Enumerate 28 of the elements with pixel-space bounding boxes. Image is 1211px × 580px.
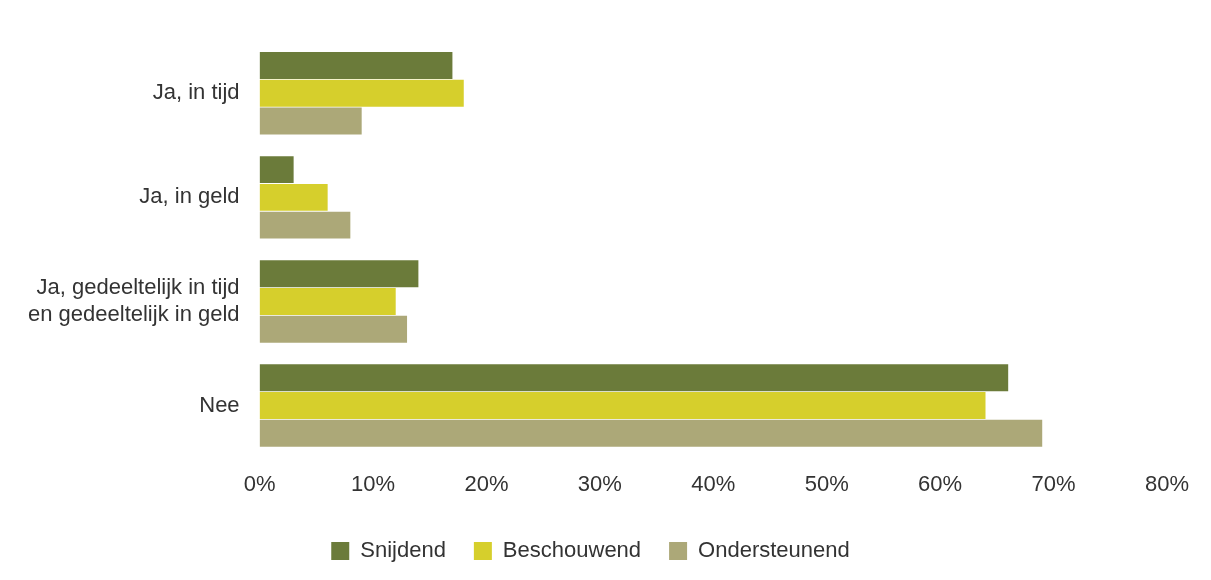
bar	[259, 315, 408, 343]
x-tick-label: 40%	[691, 470, 736, 496]
x-tick-label: 30%	[577, 470, 622, 496]
x-tick-label: 0%	[243, 470, 276, 496]
x-tick-label: 10%	[351, 470, 396, 496]
y-tick-label: Ja, in geld	[139, 183, 240, 209]
bar	[259, 364, 1009, 392]
bar	[259, 211, 351, 239]
legend-label: Snijdend	[360, 537, 446, 563]
y-tick-label: Ja, in tijd	[152, 79, 240, 105]
bar	[259, 52, 453, 79]
y-tick-label: Ja, gedeeltelijk in tijd en gedeeltelijk in geld	[27, 274, 240, 326]
x-tick-label: 50%	[804, 470, 849, 496]
bar	[259, 79, 464, 107]
bar	[259, 419, 1043, 447]
bar	[259, 392, 986, 420]
bar	[259, 287, 396, 315]
y-tick-label: Nee	[199, 391, 240, 417]
legend-label: Beschouwend	[502, 537, 642, 563]
bar	[259, 183, 328, 211]
x-tick-label: 20%	[464, 470, 509, 496]
legend-label: Ondersteunend	[698, 537, 850, 563]
x-tick-label: 60%	[918, 470, 963, 496]
bar	[259, 260, 419, 288]
bar	[259, 156, 294, 184]
x-tick-label: 70%	[1031, 470, 1076, 496]
x-tick-label: 80%	[1144, 470, 1190, 496]
bar	[259, 107, 362, 135]
